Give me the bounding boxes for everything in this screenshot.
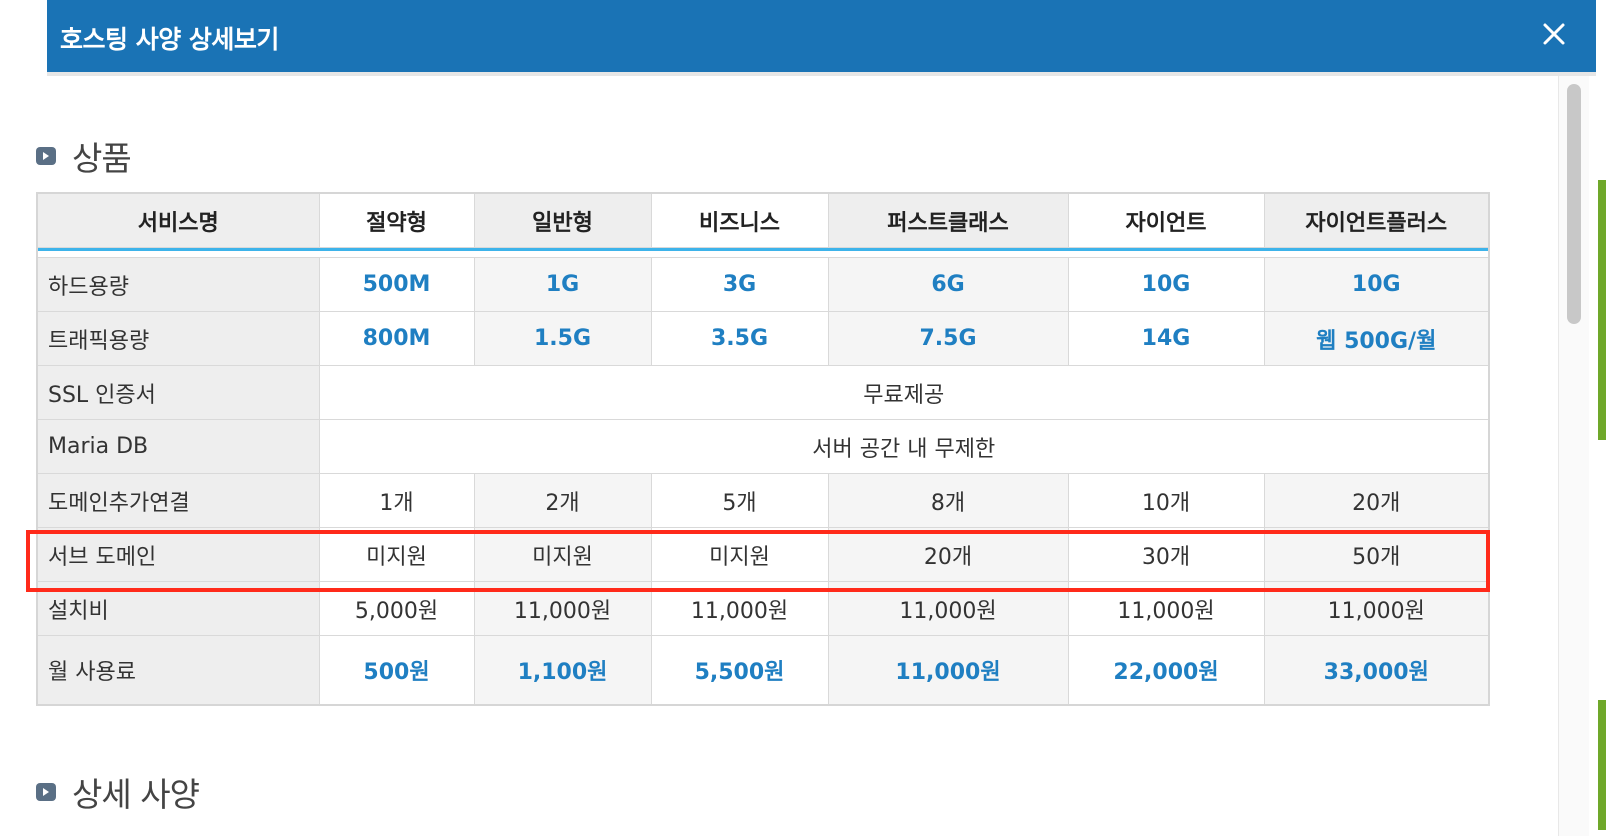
table-cell: 8개 (827, 473, 1069, 528)
col-header-plan: 자이언트 (1067, 192, 1265, 248)
table-cell: 1G (473, 257, 652, 312)
table-row: 트래픽용량 800M 1.5G 3.5G 7.5G 14G 웹 500G/월 (36, 311, 1490, 366)
table-row: 월 사용료 500원 1,100원 5,500원 11,000원 22,000원… (36, 635, 1490, 706)
table-cell: 2개 (473, 473, 652, 528)
row-label: 설치비 (36, 581, 320, 636)
row-label: 도메인추가연결 (36, 473, 320, 528)
table-cell-merged: 무료제공 (318, 365, 1490, 420)
section-detail: 상세 사양 (36, 768, 200, 816)
col-header-plan: 절약형 (318, 192, 475, 248)
table-cell: 20개 (1263, 473, 1490, 528)
table-cell: 11,000원 (650, 581, 829, 636)
scrollbar-thumb[interactable] (1567, 84, 1581, 324)
table-cell: 5개 (650, 473, 829, 528)
table-cell: 5,000원 (318, 581, 475, 636)
table-cell: 14G (1067, 311, 1265, 366)
table-cell: 3G (650, 257, 829, 312)
table-cell: 500원 (318, 635, 475, 706)
table-cell: 1개 (318, 473, 475, 528)
row-label: 서브 도메인 (36, 527, 320, 582)
header-gap (37, 251, 1489, 258)
bullet-arrow-icon (36, 783, 56, 801)
spec-table: 서비스명 절약형 일반형 비즈니스 퍼스트클래스 자이언트 자이언트플러스 하드… (36, 192, 1490, 706)
table-header-row: 서비스명 절약형 일반형 비즈니스 퍼스트클래스 자이언트 자이언트플러스 (36, 192, 1490, 248)
row-label: SSL 인증서 (36, 365, 320, 420)
table-cell: 10G (1263, 257, 1490, 312)
table-cell: 3.5G (650, 311, 829, 366)
row-label: 하드용량 (36, 257, 320, 312)
table-cell: 33,000원 (1263, 635, 1490, 706)
table-row: 도메인추가연결 1개 2개 5개 8개 10개 20개 (36, 473, 1490, 528)
table-cell: 10G (1067, 257, 1265, 312)
col-header-plan: 자이언트플러스 (1263, 192, 1490, 248)
table-row: 하드용량 500M 1G 3G 6G 10G 10G (36, 257, 1490, 312)
table-cell: 50개 (1263, 527, 1490, 582)
col-header-plan: 비즈니스 (650, 192, 829, 248)
table-cell: 6G (827, 257, 1069, 312)
table-cell: 11,000원 (827, 635, 1069, 706)
row-label: 월 사용료 (36, 635, 320, 706)
table-cell: 11,000원 (1067, 581, 1265, 636)
col-header-service: 서비스명 (36, 192, 320, 248)
table-row: 설치비 5,000원 11,000원 11,000원 11,000원 11,00… (36, 581, 1490, 636)
col-header-plan: 일반형 (473, 192, 652, 248)
table-cell: 웹 500G/월 (1263, 311, 1490, 366)
bullet-arrow-icon (36, 147, 56, 165)
row-label: Maria DB (36, 419, 320, 474)
table-cell: 22,000원 (1067, 635, 1265, 706)
table-cell: 미지원 (473, 527, 652, 582)
table-cell-merged: 서버 공간 내 무제한 (318, 419, 1490, 474)
section-product-title: 상품 (72, 139, 132, 178)
table-row: Maria DB 서버 공간 내 무제한 (36, 419, 1490, 474)
table-cell: 10개 (1067, 473, 1265, 528)
col-header-plan: 퍼스트클래스 (827, 192, 1069, 248)
row-label: 트래픽용량 (36, 311, 320, 366)
background-page-edge (1596, 0, 1606, 836)
modal-titlebar: 호스팅 사양 상세보기 (47, 0, 1596, 76)
table-row-subdomain: 서브 도메인 미지원 미지원 미지원 20개 30개 50개 (36, 527, 1490, 582)
table-cell: 7.5G (827, 311, 1069, 366)
modal-title: 호스팅 사양 상세보기 (60, 25, 279, 54)
section-detail-title: 상세 사양 (72, 775, 200, 814)
table-cell: 미지원 (650, 527, 829, 582)
table-cell: 11,000원 (827, 581, 1069, 636)
close-button[interactable] (1536, 16, 1572, 52)
table-cell: 20개 (827, 527, 1069, 582)
modal-scrollbar[interactable] (1558, 76, 1589, 836)
table-cell: 800M (318, 311, 475, 366)
close-icon (1543, 23, 1565, 45)
header-underline (37, 247, 1489, 251)
table-cell: 1.5G (473, 311, 652, 366)
table-row: SSL 인증서 무료제공 (36, 365, 1490, 420)
section-product: 상품 (36, 132, 132, 180)
table-cell: 1,100원 (473, 635, 652, 706)
table-cell: 미지원 (318, 527, 475, 582)
table-cell: 11,000원 (1263, 581, 1490, 636)
table-cell: 11,000원 (473, 581, 652, 636)
table-cell: 30개 (1067, 527, 1265, 582)
table-cell: 500M (318, 257, 475, 312)
table-cell: 5,500원 (650, 635, 829, 706)
